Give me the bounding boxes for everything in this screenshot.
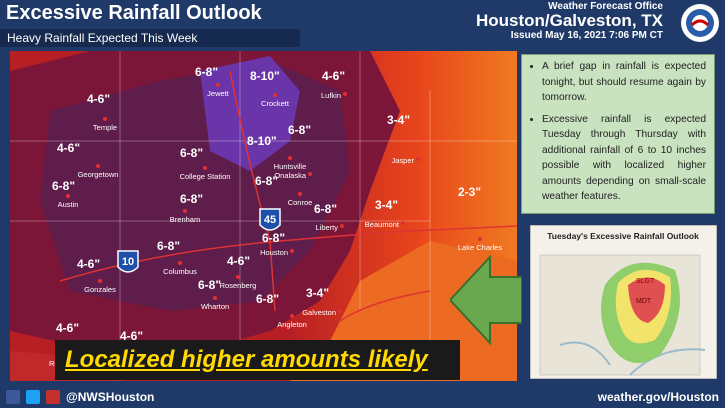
city-dot (298, 192, 302, 196)
rainfall-amount: 6-8" (262, 231, 285, 245)
city-dot (338, 309, 342, 313)
city-dot (478, 237, 482, 241)
rainfall-amount: 6-8" (157, 239, 180, 253)
inset-label: SLGT (636, 278, 655, 285)
city-dot (416, 157, 420, 161)
rainfall-amount: 3-4" (387, 113, 410, 127)
highway-number: 45 (264, 214, 276, 226)
subtitle-band (0, 29, 300, 47)
nws-logo (681, 4, 719, 42)
rainfall-amount: 3-4" (306, 286, 329, 300)
issued: Issued May 16, 2021 7:06 PM CT (510, 30, 663, 41)
city-label: Gonzales (84, 285, 116, 294)
title: Excessive Rainfall Outlook (6, 2, 262, 24)
city-label: Angleton (277, 320, 307, 329)
inset-label: MDT (636, 298, 652, 305)
arrow (450, 255, 522, 345)
city-dot (96, 164, 100, 168)
social-icons (6, 390, 60, 404)
rainfall-amount: 8-10" (250, 69, 280, 83)
city-dot (401, 221, 405, 225)
city-label: Rosenberg (220, 281, 257, 290)
city-dot (203, 166, 207, 170)
city-label: Liberty (315, 223, 338, 232)
city-label: Onalaska (274, 171, 307, 180)
city-label: Jewett (207, 89, 230, 98)
rainfall-amount: 6-8" (180, 192, 203, 206)
city-label: Georgetown (78, 170, 119, 179)
city-label: Crockett (261, 99, 290, 108)
rainfall-amount: 8-10" (247, 134, 277, 148)
city-dot (213, 296, 217, 300)
office: Weather Forecast Office (548, 1, 663, 12)
handle: @NWSHouston (66, 390, 155, 404)
highway-shield (259, 208, 281, 231)
bullet: Excessive rainfall is expected Tuesday t… (542, 112, 706, 205)
city-dot (340, 224, 344, 228)
city-dot (66, 194, 70, 198)
highway-number: 10 (122, 256, 134, 268)
city-dot (290, 314, 294, 318)
city-label: Lake Charles (458, 243, 502, 252)
city-label: Lufkin (321, 91, 341, 100)
rainfall-amount: 6-8" (52, 179, 75, 193)
rainfall-amount: 6-8" (256, 292, 279, 306)
rainfall-amount: 4-6" (56, 321, 79, 335)
highway-shield (117, 250, 139, 273)
city-dot (236, 275, 240, 279)
rainfall-amount: 4-6" (77, 257, 100, 271)
rainfall-map: 6-8" 8-10" 4-6" 4-6" 6-8" 8-10" 3-4" 4-6" 6-8" 6-… (10, 51, 517, 381)
city-label: Columbus (163, 267, 197, 276)
city-dot (98, 279, 102, 283)
inset-map: Tuesday's Excessive Rainfall Outlook SLG… (530, 225, 717, 379)
city-dot (308, 172, 312, 176)
city-label: Conroe (288, 198, 313, 207)
city-label: Jasper (391, 156, 414, 165)
city-dot (103, 117, 107, 121)
rainfall-amount: 4-6" (57, 141, 80, 155)
inset-title: Tuesday's Excessive Rainfall Outlook (547, 231, 699, 241)
callout-box (55, 340, 460, 380)
rainfall-amount: 4-6" (87, 92, 110, 106)
city-label: Austin (58, 200, 79, 209)
city-dot (290, 249, 294, 253)
subtitle: Heavy Rainfall Expected This Week (7, 31, 198, 45)
city-label: Houston (260, 248, 288, 257)
city-label: Brenham (170, 215, 200, 224)
city-label: College Station (180, 172, 231, 181)
rainfall-amount: 6-8" (255, 174, 278, 188)
rainfall-amount: 6-8" (198, 278, 221, 292)
city-dot (343, 92, 347, 96)
rainfall-amount: 4-6" (120, 329, 143, 343)
city-dot (216, 83, 220, 87)
rainfall-amount: 3-4" (375, 198, 398, 212)
rainfall-amount: 6-8" (314, 202, 337, 216)
city-label: Huntsville (274, 162, 307, 171)
location: Houston/Galveston, TX (475, 11, 663, 30)
rainfall-amount: 6-8" (180, 146, 203, 160)
website: weather.gov/Houston (597, 390, 719, 404)
bullet-box: A brief gap in rainfall is expected toni… (521, 54, 715, 214)
city-label: Temple (93, 123, 117, 132)
city-dot (178, 261, 182, 265)
rainfall-amount: 2-3" (458, 185, 481, 199)
rainfall-amount: 4-6" (227, 254, 250, 268)
rainfall-amount: 6-8" (195, 65, 218, 79)
rainfall-amount: 6-8" (288, 123, 311, 137)
callout: Localized higher amounts likely (65, 346, 428, 373)
city-label: Wharton (201, 302, 229, 311)
city-dot (273, 93, 277, 97)
rainfall-amount: 4-6" (322, 69, 345, 83)
city-label: Galveston (302, 308, 336, 317)
city-dot (288, 156, 292, 160)
bullet: A brief gap in rainfall is expected toni… (542, 59, 706, 106)
city-dot (183, 209, 187, 213)
city-label: Beaumont (365, 220, 400, 229)
